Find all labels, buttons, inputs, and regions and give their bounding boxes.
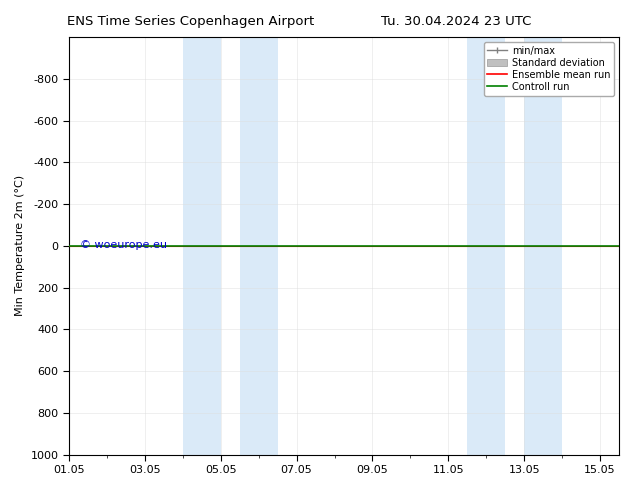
Bar <box>467 37 505 455</box>
Bar <box>240 37 278 455</box>
Y-axis label: Min Temperature 2m (°C): Min Temperature 2m (°C) <box>15 175 25 317</box>
Legend: min/max, Standard deviation, Ensemble mean run, Controll run: min/max, Standard deviation, Ensemble me… <box>484 42 614 96</box>
Bar <box>183 37 221 455</box>
Text: ENS Time Series Copenhagen Airport: ENS Time Series Copenhagen Airport <box>67 15 314 28</box>
Text: © woeurope.eu: © woeurope.eu <box>80 240 167 250</box>
Text: Tu. 30.04.2024 23 UTC: Tu. 30.04.2024 23 UTC <box>381 15 532 28</box>
Bar <box>524 37 562 455</box>
